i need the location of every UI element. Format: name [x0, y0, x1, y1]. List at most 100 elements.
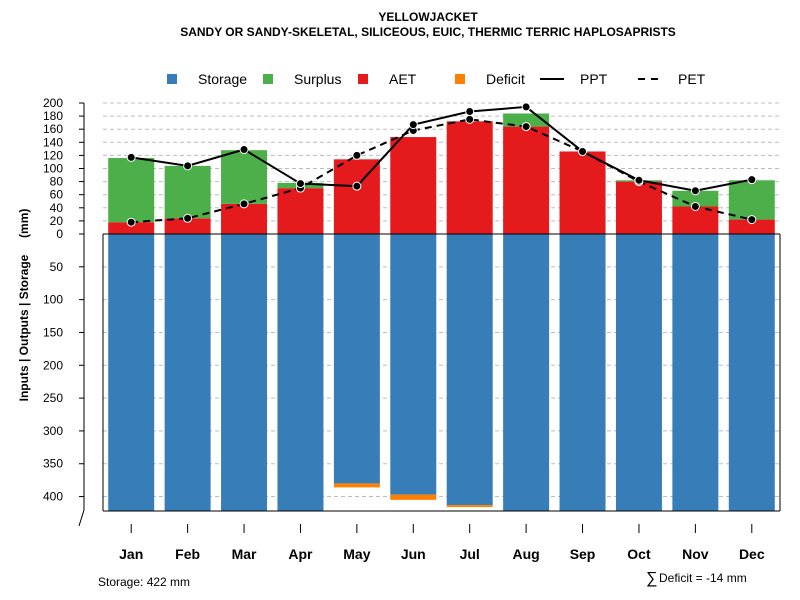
month-label-jan: Jan: [119, 546, 143, 562]
point-ppt-may: [352, 181, 362, 191]
bar-storage-jan: [108, 234, 155, 511]
line-ppt: [131, 105, 752, 192]
y-tick-label: 160: [43, 122, 63, 136]
bar-storage-dec: [728, 234, 775, 511]
y-tick-label: 0: [56, 227, 63, 241]
legend-label-aet: AET: [389, 71, 417, 87]
bar-storage-aug: [503, 234, 550, 511]
bar-storage-jul: [446, 234, 493, 506]
point-pet-dec: [747, 215, 757, 225]
legend-item-surplus: Surplus: [263, 71, 341, 87]
point-ppt-dec: [747, 175, 757, 185]
y-tick-label: 200: [43, 358, 63, 372]
point-pet-nov: [690, 201, 700, 211]
legend-label-surplus: Surplus: [294, 71, 341, 87]
legend-swatch-storage: [167, 74, 177, 84]
bars: [108, 113, 775, 511]
point-ppt-jul: [465, 107, 475, 117]
legend-item-deficit: Deficit: [455, 71, 525, 87]
y-tick-label: 50: [50, 260, 64, 274]
month-label-mar: Mar: [232, 546, 257, 562]
bar-deficit-may: [333, 483, 380, 488]
y-tick-label: 100: [43, 293, 63, 307]
bar-aet-jun: [390, 137, 437, 234]
y-axis-title: Inputs | Outputs | Storage (mm): [17, 209, 31, 402]
month-label-aug: Aug: [513, 546, 540, 562]
point-ppt-mar: [239, 145, 249, 155]
series-lines: [126, 102, 757, 227]
bar-aet-dec: [728, 219, 775, 234]
point-pet-aug: [521, 122, 531, 132]
point-pet-feb: [183, 213, 193, 223]
legend-label-ppt: PPT: [580, 71, 608, 87]
point-ppt-sep: [578, 146, 588, 156]
bar-aet-jan: [108, 222, 155, 234]
point-ppt-oct: [634, 175, 644, 185]
month-label-feb: Feb: [175, 546, 200, 562]
month-label-sep: Sep: [570, 546, 596, 562]
gridlines: [103, 102, 780, 498]
bar-surplus-dec: [728, 180, 775, 220]
legend-label-pet: PET: [678, 71, 706, 87]
point-pet-jan: [126, 217, 136, 227]
y-tick-label: 20: [50, 214, 64, 228]
bar-aet-sep: [559, 151, 606, 234]
y-tick-label: 100: [43, 162, 63, 176]
y-tick-label: 200: [43, 96, 63, 110]
line-pet: [131, 118, 753, 224]
legend-swatch-deficit: [455, 74, 465, 84]
legend: Storage Surplus AET Deficit PPT PET: [167, 71, 706, 87]
y-tick-label: 140: [43, 135, 63, 149]
bar-surplus-jan: [108, 158, 155, 223]
legend-item-pet: PET: [638, 71, 706, 87]
bar-aet-aug: [503, 126, 550, 234]
y-tick-label: 250: [43, 391, 63, 405]
bar-aet-apr: [277, 188, 324, 234]
storage-footer: Storage: 422 mm: [98, 575, 190, 589]
point-ppt-feb: [183, 161, 193, 171]
deficit-footer: Deficit = -14 mm: [659, 571, 747, 585]
bar-aet-may: [333, 159, 380, 234]
legend-label-storage: Storage: [198, 71, 247, 87]
legend-label-deficit: Deficit: [486, 71, 525, 87]
y-tick-label: 120: [43, 148, 63, 162]
point-pet-may: [352, 150, 362, 160]
bar-deficit-jun: [390, 494, 437, 500]
point-pet-jul: [465, 114, 475, 124]
month-label-oct: Oct: [627, 546, 651, 562]
bar-surplus-feb: [164, 165, 211, 219]
point-ppt-nov: [690, 186, 700, 196]
legend-item-storage: Storage: [167, 71, 247, 87]
bar-surplus-nov: [672, 190, 719, 207]
legend-item-ppt: PPT: [540, 71, 608, 87]
bar-storage-sep: [559, 234, 606, 511]
plot-frame: [102, 233, 781, 512]
legend-swatch-aet: [358, 74, 368, 84]
month-label-jul: Jul: [460, 546, 480, 562]
y-tick-label: 180: [43, 109, 63, 123]
point-ppt-apr: [295, 179, 305, 189]
bar-aet-mar: [221, 203, 268, 234]
bar-storage-mar: [221, 234, 268, 511]
axes: 0204060801001201401601802005010015020025…: [43, 96, 765, 562]
bar-storage-nov: [672, 234, 719, 511]
y-axis-line-tail: [78, 509, 85, 527]
month-label-dec: Dec: [739, 546, 765, 562]
bar-storage-apr: [277, 234, 324, 511]
y-tick-label: 40: [50, 201, 64, 215]
month-label-apr: Apr: [288, 546, 313, 562]
bar-storage-oct: [615, 234, 662, 511]
bar-storage-feb: [164, 234, 211, 511]
y-tick-label: 80: [50, 175, 64, 189]
y-tick-label: 60: [50, 188, 64, 202]
legend-item-aet: AET: [358, 71, 417, 87]
month-label-nov: Nov: [682, 546, 709, 562]
bar-storage-jun: [390, 234, 437, 495]
point-pet-mar: [239, 199, 249, 209]
y-tick-label: 300: [43, 424, 63, 438]
bar-aet-oct: [615, 181, 662, 234]
legend-swatch-surplus: [263, 74, 273, 84]
deficit-sum-icon: ∑: [646, 570, 657, 587]
bar-deficit-jul: [446, 505, 493, 508]
